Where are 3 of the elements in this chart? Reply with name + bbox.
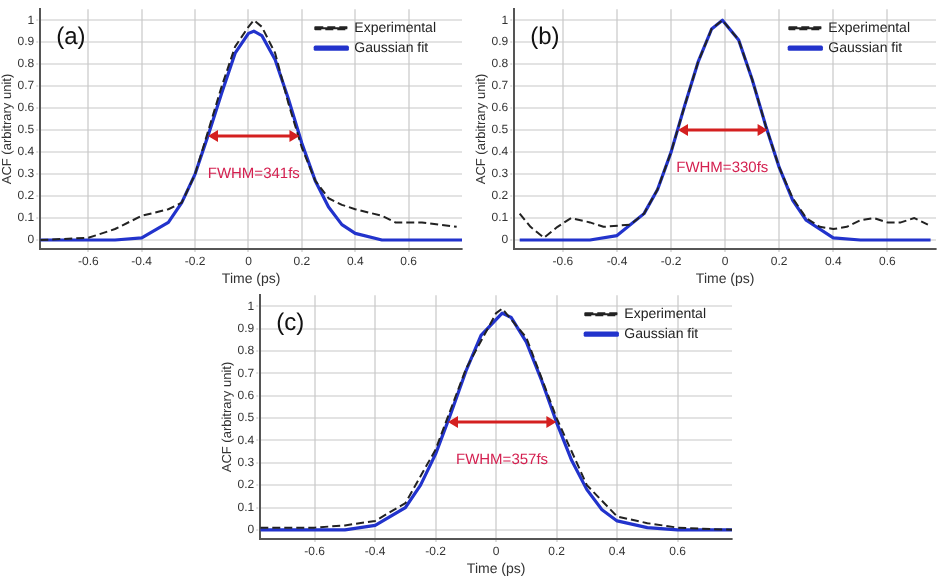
annotation: (c): [276, 307, 305, 336]
annotation: (b): [530, 21, 560, 50]
annotation: (a): [56, 21, 86, 50]
